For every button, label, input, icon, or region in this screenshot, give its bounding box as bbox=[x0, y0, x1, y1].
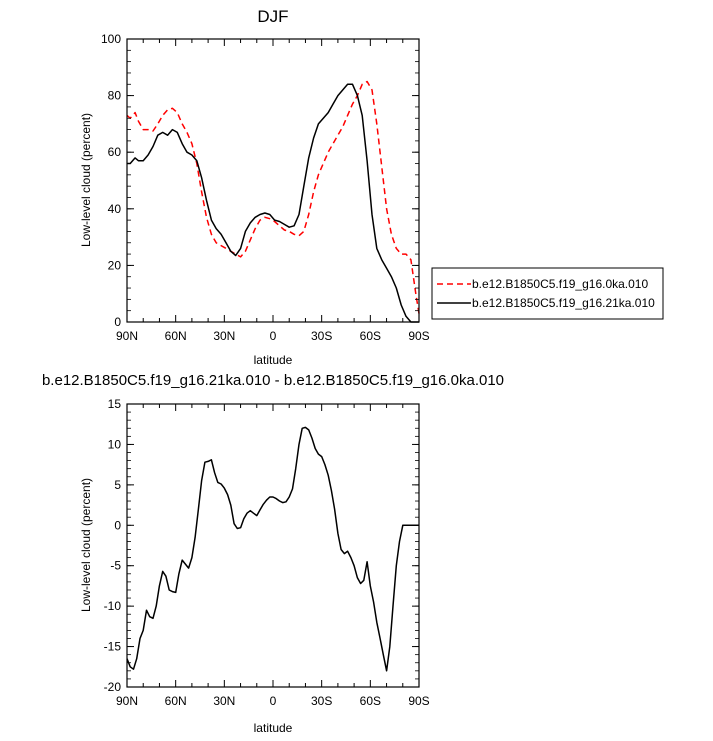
chart1-x-tick-label-1: 60N bbox=[165, 694, 187, 708]
chart1-x-tick-label-0: 90N bbox=[116, 694, 138, 708]
chart0-y-tick-label-3: 60 bbox=[108, 145, 122, 159]
chart0-x-tick-label-0: 90N bbox=[116, 329, 138, 343]
chart1-frame bbox=[126, 403, 420, 688]
chart1-y-tick-label-5: 5 bbox=[114, 478, 121, 492]
chart1-x-tick-label-4: 30S bbox=[311, 694, 332, 708]
chart0-y-tick-label-0: 0 bbox=[114, 315, 121, 329]
chart1-x-tick-label-2: 30N bbox=[213, 694, 235, 708]
top-chart-plot-area: 90N 60N 30N 0 30S 60S 90S 0 20 40 60 80 100 bbox=[101, 32, 430, 343]
chart1-y-tick-label-2: -10 bbox=[104, 599, 122, 613]
chart0-x-tick-label-1: 60N bbox=[165, 329, 187, 343]
chart1-y-tick-label-4: 0 bbox=[114, 518, 121, 532]
chart0-x-tick-label-6: 90S bbox=[408, 329, 429, 343]
legend-box bbox=[431, 267, 664, 320]
chart1-x-tick-label-3: 0 bbox=[270, 694, 277, 708]
legend-label-21ka: b.e12.B1850C5.f19_g16.21ka.010 bbox=[472, 296, 655, 310]
chart0-y-tick-label-2: 40 bbox=[108, 202, 122, 216]
chart0-y-tick-label-4: 80 bbox=[108, 89, 122, 103]
chart0-x-tick-label-2: 30N bbox=[213, 329, 235, 343]
chart1-y-tick-label-1: -15 bbox=[104, 640, 122, 654]
bottom-chart: b.e12.B1850C5.f19_g16.21ka.010 - b.e12.B… bbox=[42, 372, 504, 735]
chart0-frame bbox=[126, 38, 420, 323]
chart0-x-tick-label-5: 60S bbox=[360, 329, 381, 343]
top-chart-ylabel: Low-level cloud (percent) bbox=[79, 113, 93, 247]
chart1-y-tick-label-6: 10 bbox=[108, 437, 122, 451]
chart1-x-tick-label-6: 90S bbox=[408, 694, 429, 708]
chart1-y-tick-label-3: -5 bbox=[110, 559, 121, 573]
chart1-series-line-0 bbox=[126, 426, 419, 672]
chart1-y-tick-label-7: 15 bbox=[108, 397, 122, 411]
bottom-chart-title: b.e12.B1850C5.f19_g16.21ka.010 - b.e12.B… bbox=[42, 372, 504, 389]
chart0-x-tick-label-3: 0 bbox=[270, 329, 277, 343]
top-chart-title: DJF bbox=[257, 7, 288, 26]
bottom-chart-plot-area: 90N 60N 30N 0 30S 60S 90S -20 -15 -10 -5 0 5 10 15 bbox=[104, 397, 430, 708]
chart0-series-line-1 bbox=[127, 83, 419, 323]
legend: b.e12.B1850C5.f19_g16.0ka.010 b.e12.B185… bbox=[431, 267, 664, 320]
chart0-x-tick-label-4: 30S bbox=[311, 329, 332, 343]
chart0-y-tick-label-5: 100 bbox=[101, 32, 121, 46]
chart1-y-tick-label-0: -20 bbox=[104, 680, 122, 694]
top-chart: DJF Low-level cloud (percent) latitude 9… bbox=[79, 7, 664, 367]
top-chart-xlabel: latitude bbox=[254, 353, 293, 367]
bottom-chart-ylabel: Low-level cloud (percent) bbox=[79, 478, 93, 612]
chart1-x-tick-label-5: 60S bbox=[360, 694, 381, 708]
chart0-y-tick-label-1: 20 bbox=[108, 258, 122, 272]
chart0-series-line-0 bbox=[126, 80, 420, 314]
bottom-chart-xlabel: latitude bbox=[254, 721, 293, 735]
legend-label-0ka: b.e12.B1850C5.f19_g16.0ka.010 bbox=[472, 277, 648, 291]
